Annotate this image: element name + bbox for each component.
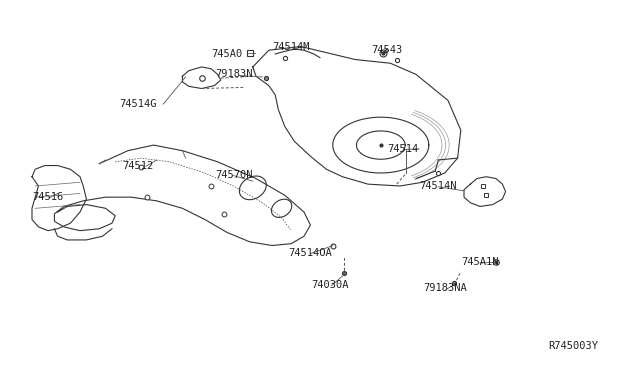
Text: 745A0: 745A0 bbox=[212, 49, 243, 59]
Text: 74570N: 74570N bbox=[215, 170, 252, 180]
Text: 74543: 74543 bbox=[372, 45, 403, 55]
Text: 79183N: 79183N bbox=[215, 70, 252, 79]
Text: 74512: 74512 bbox=[122, 161, 153, 170]
Text: 74514: 74514 bbox=[388, 144, 419, 154]
Text: 74030A: 74030A bbox=[311, 280, 348, 289]
Text: R745003Y: R745003Y bbox=[548, 341, 598, 351]
Text: 74514M: 74514M bbox=[273, 42, 310, 51]
Text: 74516: 74516 bbox=[33, 192, 63, 202]
Text: 79183NA: 79183NA bbox=[423, 283, 467, 293]
Text: 745A1N: 745A1N bbox=[461, 257, 499, 267]
Text: 74514N: 74514N bbox=[420, 181, 457, 191]
Text: 74514G: 74514G bbox=[119, 99, 156, 109]
Text: 74514OA: 74514OA bbox=[289, 248, 332, 258]
